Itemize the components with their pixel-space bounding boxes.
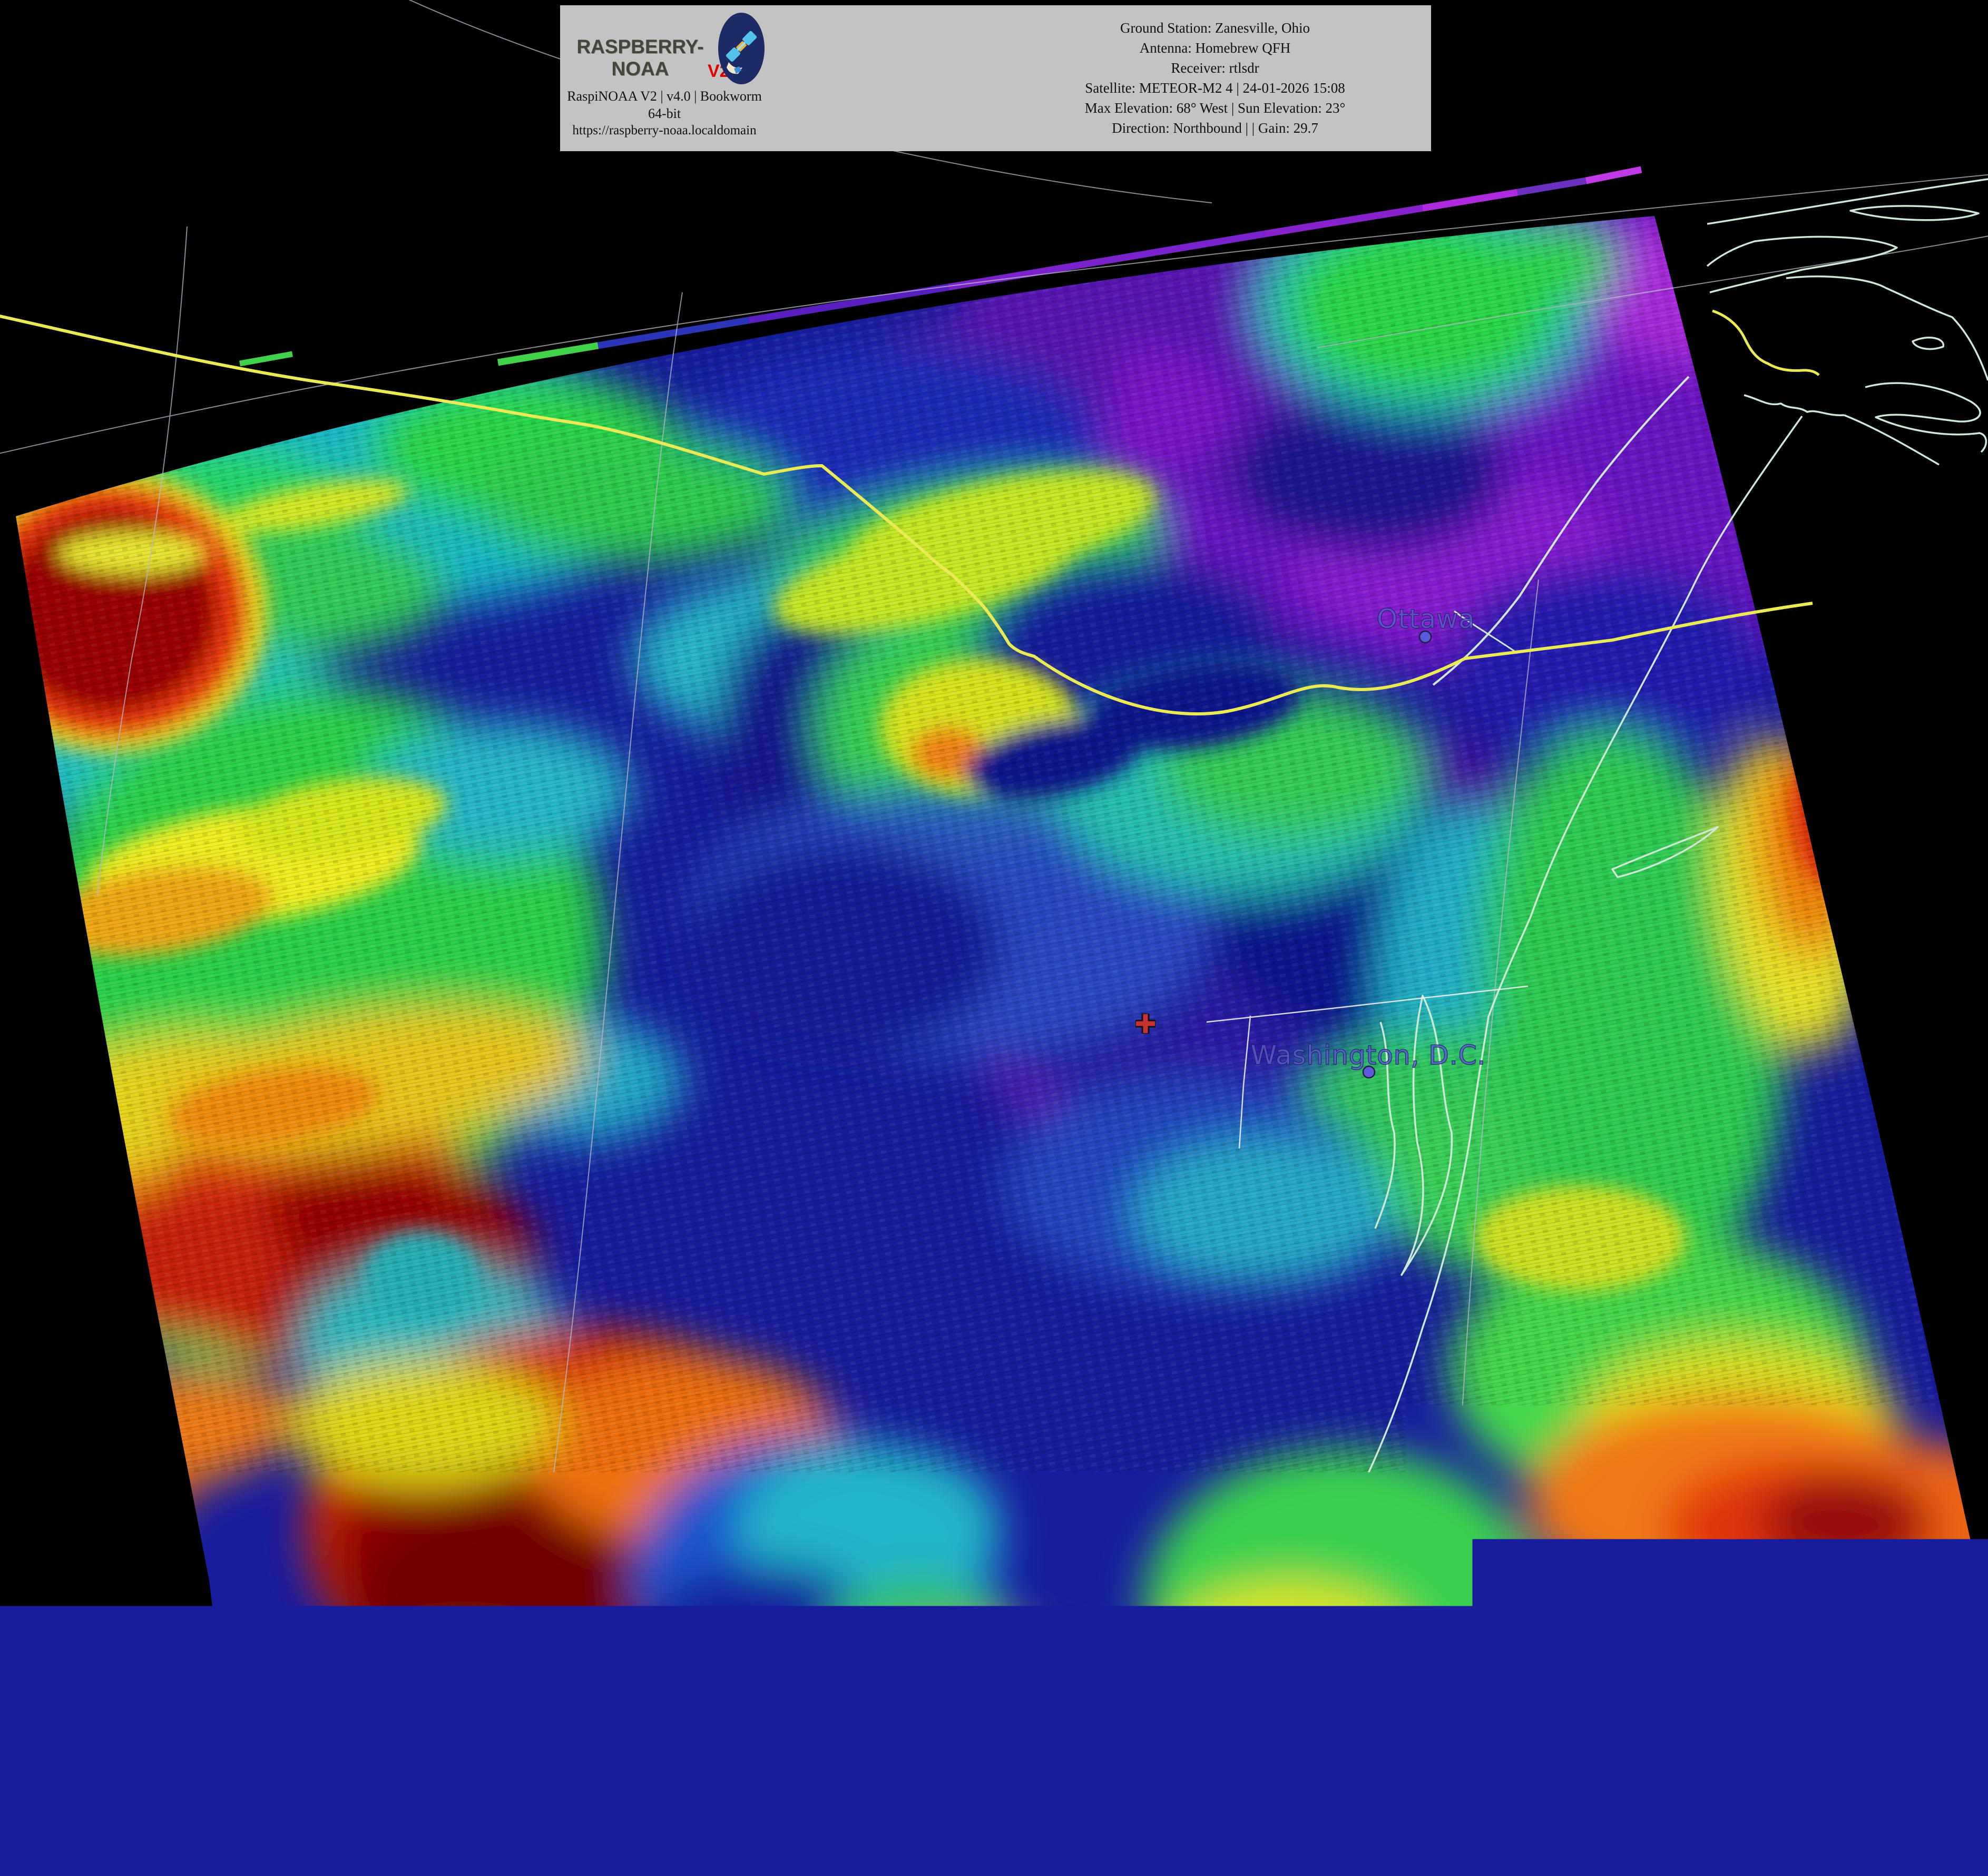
elevation-text: Max Elevation: 68° West | Sun Elevation:… <box>1003 98 1427 118</box>
receiver-text: Receiver: rtlsdr <box>1003 58 1427 78</box>
city-dot-washington-dc <box>1363 1066 1375 1078</box>
weather-swath-image <box>0 158 1988 1876</box>
banner-right-column: Ground Station: Zanesville, Ohio Antenna… <box>1003 5 1427 138</box>
ground-station-text: Ground Station: Zanesville, Ohio <box>1003 18 1427 38</box>
satellite-text: Satellite: METEOR-M2 4 | 24-01-2026 15:0… <box>1003 78 1427 98</box>
banner-left-column: RASPBERRY-NOAA V2 RaspiNOAA V2 | v4.0 | … <box>564 5 765 139</box>
antenna-text: Antenna: Homebrew QFH <box>1003 38 1427 58</box>
station-url-text: https://raspberry-noaa.localdomain <box>564 122 765 139</box>
brand-text: RASPBERRY-NOAA <box>564 36 716 80</box>
build-info-text: RaspiNOAA V2 | v4.0 | Bookworm 64-bit <box>566 87 763 122</box>
info-banner: RASPBERRY-NOAA V2 RaspiNOAA V2 | v4.0 | … <box>560 5 1431 151</box>
satellite-logo-icon <box>718 12 765 88</box>
satellite-pass-screen: Ottawa Washington, D.C. RASPBERRY-NOAA V… <box>0 0 1988 1876</box>
satellite-map: Ottawa Washington, D.C. <box>0 0 1988 1876</box>
city-label-ottawa: Ottawa <box>1377 604 1475 634</box>
direction-text: Direction: Northbound | | Gain: 29.7 <box>1003 118 1427 138</box>
city-dot-ottawa <box>1419 631 1431 643</box>
raspberry-noaa-logo: RASPBERRY-NOAA V2 <box>564 8 765 87</box>
